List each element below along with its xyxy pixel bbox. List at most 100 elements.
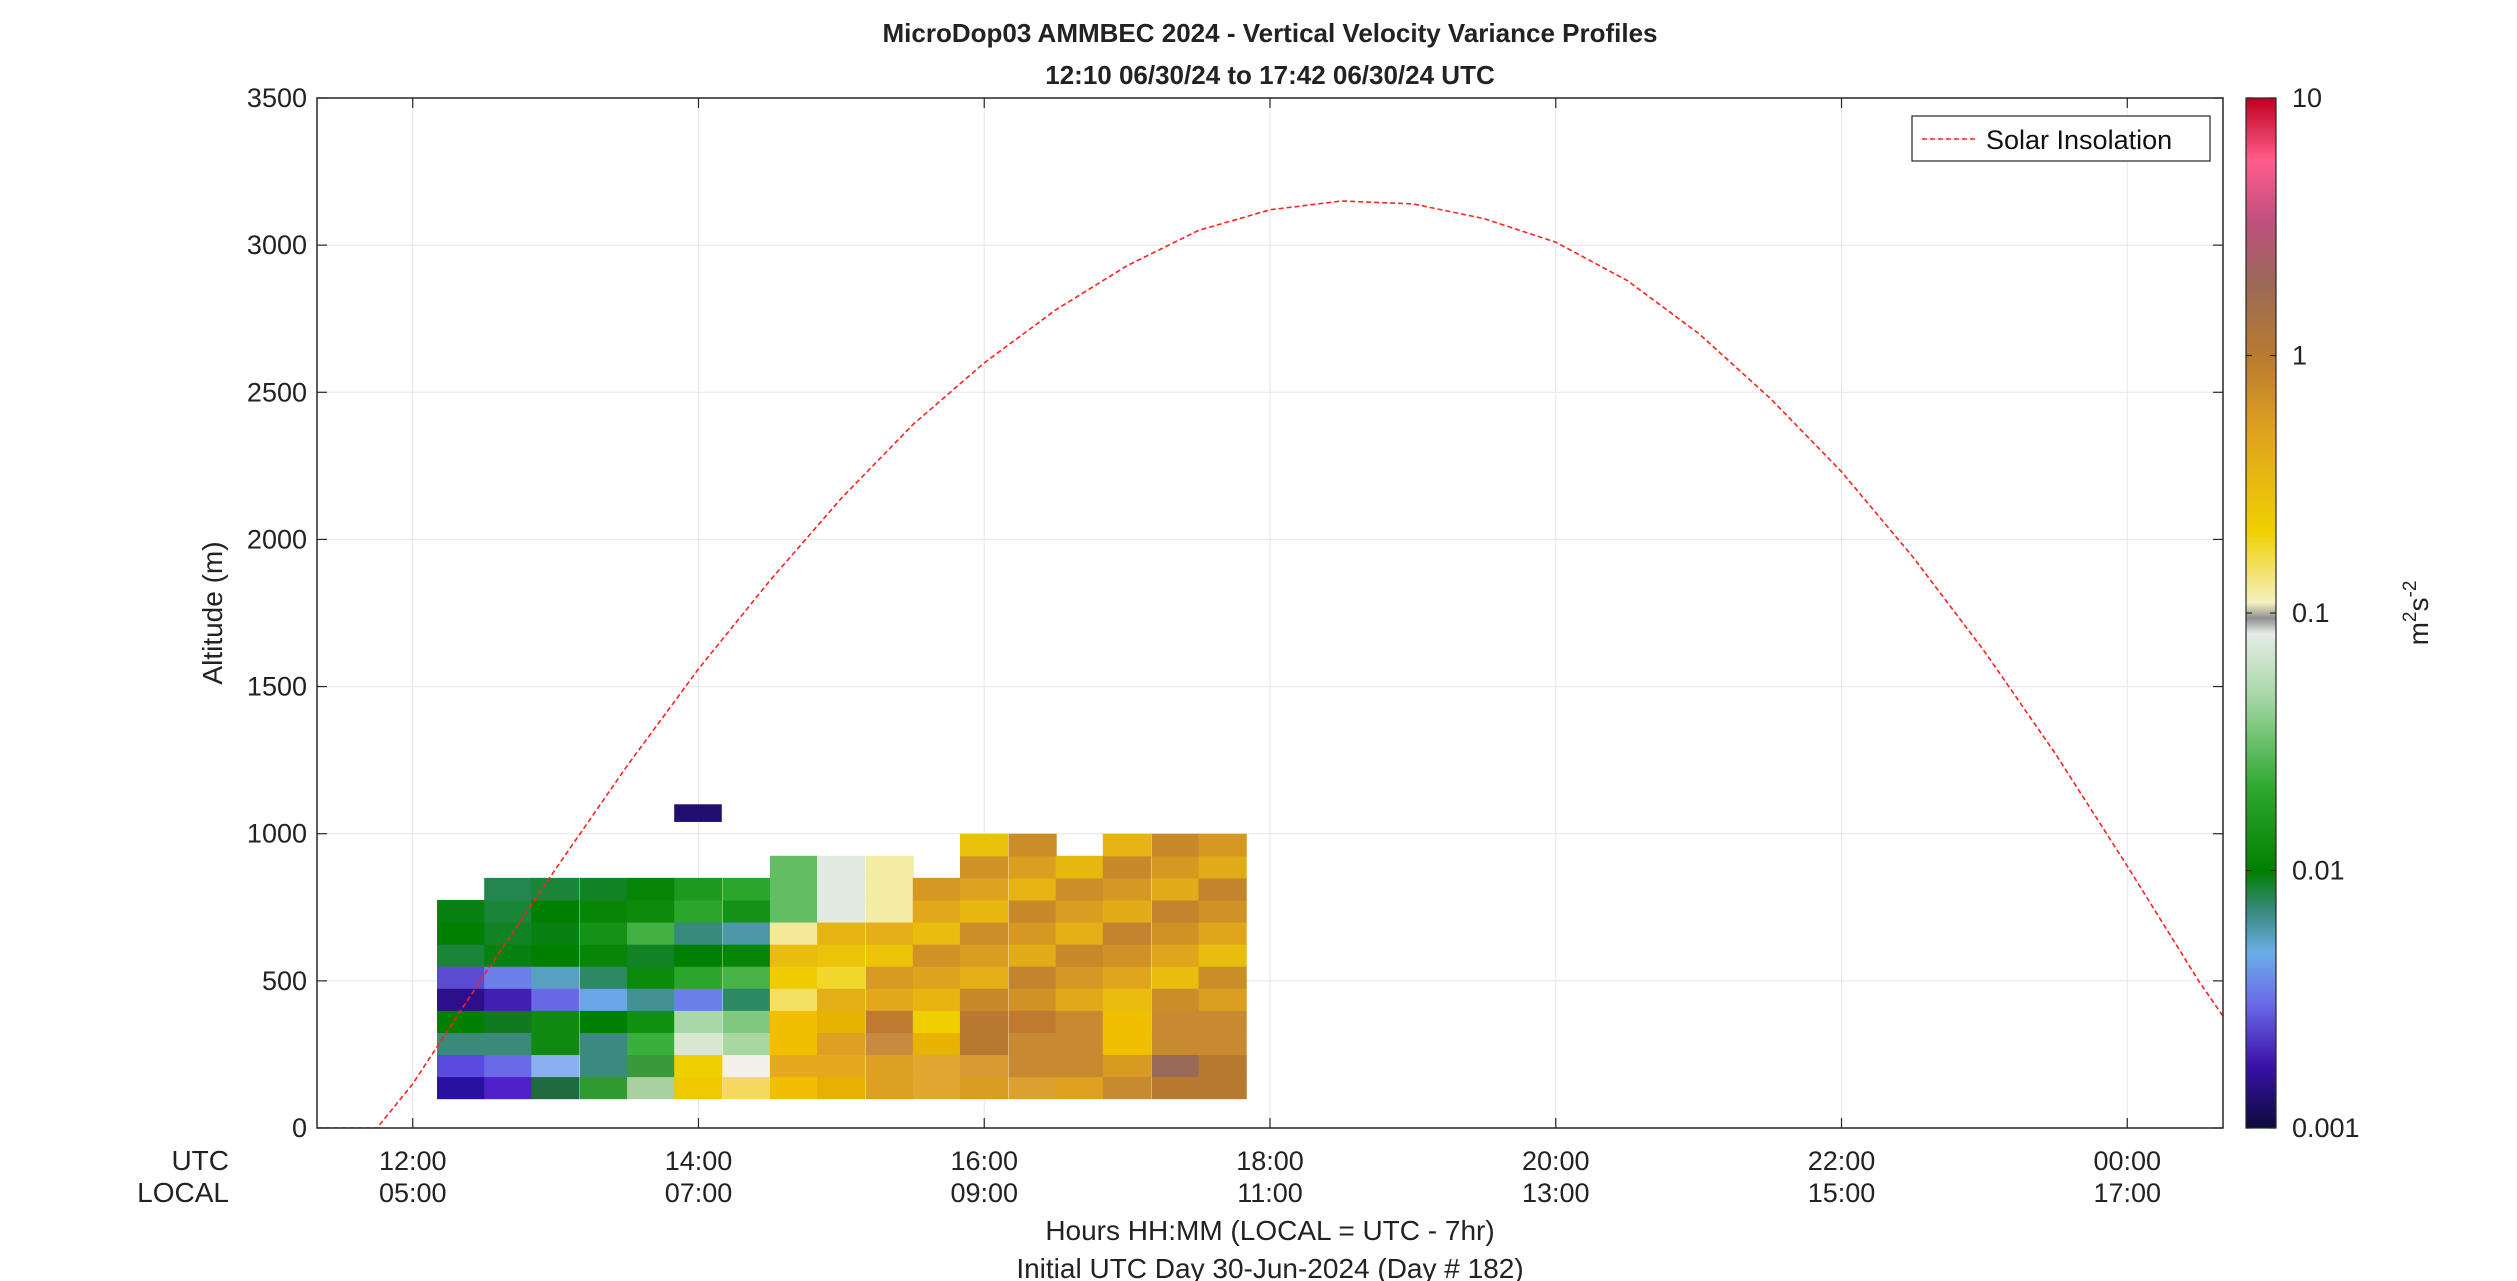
heatmap-cell [1102,966,1152,989]
heatmap-cell [1055,1032,1104,1056]
heatmap-cell [1008,899,1057,923]
heatmap-cell [817,899,866,923]
x-tick-label-utc: 18:00 [1236,1146,1304,1176]
heatmap-cell [912,944,961,967]
heatmap-cell [437,1054,486,1078]
heatmap-cell [627,1010,676,1033]
x-tick-label-utc: 00:00 [2093,1146,2161,1176]
x-axis-label-day: Initial UTC Day 30-Jun-2024 (Day # 182) [1016,1253,1523,1281]
heatmap-cell [865,855,914,879]
heatmap-cell [579,1010,629,1033]
heatmap-cell [674,944,723,967]
heatmap-cell [1102,833,1152,857]
heatmap-cell [437,1076,486,1100]
heatmap-cell [1055,966,1104,989]
variance-heatmap [437,804,1247,1100]
heatmap-cell [627,922,676,945]
heatmap-cell [912,922,961,945]
x-tick-label-utc: 12:00 [379,1146,447,1176]
heatmap-cell [1198,944,1247,967]
heatmap-cell [1198,922,1247,945]
heatmap-cell [579,877,629,901]
solar-insolation-line [317,200,2223,1128]
heatmap-cell [912,1010,961,1033]
heatmap-cell [817,966,866,989]
heatmap-cell [912,877,961,901]
heatmap-cell [1198,966,1247,989]
heatmap-cell [531,944,580,967]
heatmap-cell [959,877,1009,901]
heatmap-cell [865,988,914,1011]
heatmap-cell [531,1076,580,1100]
heatmap-cell [959,944,1009,967]
heatmap-cell [437,1032,486,1056]
heatmap-cell [1008,1010,1057,1033]
heatmap-cell [1008,855,1057,879]
heatmap-cell [674,922,723,945]
heatmap-cell [817,1010,866,1033]
heatmap-cell [1102,1032,1152,1056]
heatmap-cell [437,988,486,1011]
y-axis-ticks: 0 500 1000 1500 2000 2500 3000 3500 [247,83,2223,1143]
heatmap-cell [1008,1032,1057,1056]
heatmap-cell [722,1076,771,1100]
heatmap-cell [1102,922,1152,945]
y-tick-label: 0 [292,1113,307,1143]
heatmap-cell [579,988,629,1011]
heatmap-cell [531,877,580,901]
heatmap-cell [1198,877,1247,901]
heatmap-cell [1198,1076,1247,1100]
heatmap-cell [1151,877,1200,901]
heatmap-cell [674,899,723,923]
heatmap-cell [531,966,580,989]
heatmap-cell [817,1054,866,1078]
heatmap-cell [484,1054,533,1078]
heatmap-cell [1102,988,1152,1011]
heatmap-cell [912,1076,961,1100]
heatmap-cell [1055,922,1104,945]
heatmap-cell [531,922,580,945]
heatmap-cell [579,1054,629,1078]
heatmap-cell [579,922,629,945]
heatmap-cell [1008,877,1057,901]
y-axis-label: Altitude (m) [197,541,228,684]
heatmap-cell [627,944,676,967]
heatmap-cell [627,1054,676,1078]
heatmap-cell [1151,944,1200,967]
heatmap-cell [484,1032,533,1056]
heatmap-cell [674,1032,723,1056]
y-tick-label: 2000 [247,524,307,554]
heatmap-cell [865,1010,914,1033]
heatmap-cell [1198,1054,1247,1078]
heatmap-cell [817,988,866,1011]
heatmap-cell [484,988,533,1011]
heatmap-cell [722,922,771,945]
heatmap-cell [769,877,819,901]
colorbar-label: m2s-2 [2400,581,2434,646]
heatmap-cell [437,944,486,967]
heatmap-cell [1151,1010,1200,1033]
heatmap-cell [1055,1076,1104,1100]
heatmap-cell [1151,855,1200,879]
x-tick-label-utc: 14:00 [665,1146,733,1176]
legend: Solar Insolation [1911,115,2211,162]
heatmap-cell [1008,833,1057,857]
heatmap-cell [865,1032,914,1056]
heatmap-cell [1198,833,1247,857]
heatmap-cell [1055,899,1104,923]
heatmap-cell [1102,877,1152,901]
heatmap-cell [769,1010,819,1033]
heatmap-cell [674,1076,723,1100]
colorbar-tick-label: 0.01 [2292,856,2345,886]
x-tick-label-local: 07:00 [665,1178,733,1208]
colorbar-tick-label: 0.001 [2292,1113,2360,1143]
heatmap-cell [1008,988,1057,1011]
heatmap-cell [722,899,771,923]
heatmap-cell [1151,1032,1200,1056]
heatmap-cell [865,1054,914,1078]
heatmap-cell [817,1032,866,1056]
heatmap-cell [674,1054,723,1078]
heatmap-cell [769,1032,819,1056]
heatmap-cell [1102,1010,1152,1033]
